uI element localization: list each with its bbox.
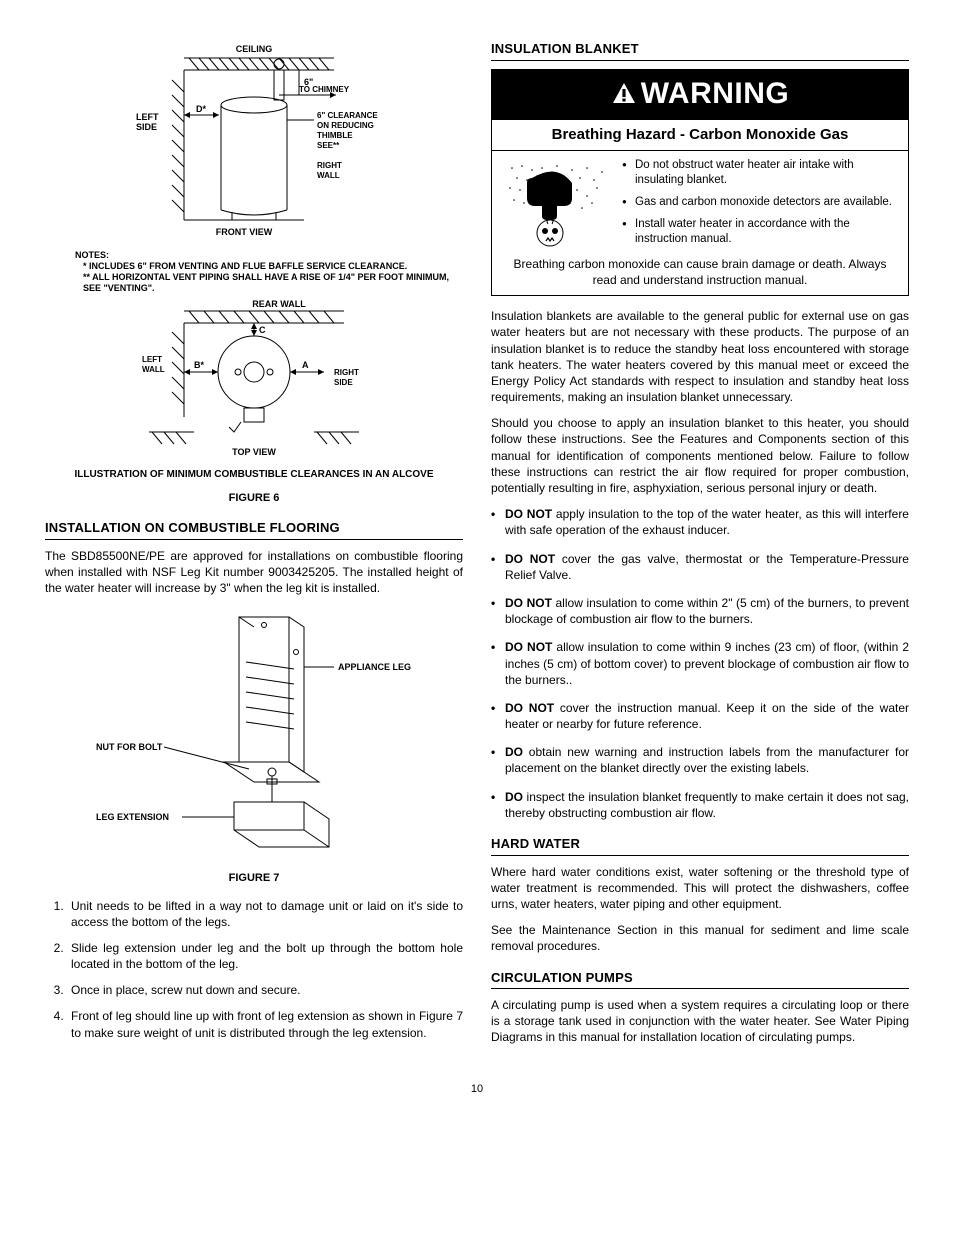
svg-text:SEE**: SEE** — [317, 141, 340, 150]
svg-text:WALL: WALL — [317, 171, 340, 180]
diagram-top-view: REAR WALL LEFT WALL — [45, 297, 463, 461]
svg-text:NUT FOR BOLT: NUT FOR BOLT — [96, 742, 163, 752]
svg-text:ON REDUCING: ON REDUCING — [317, 121, 374, 130]
svg-text:RIGHT: RIGHT — [317, 161, 342, 170]
svg-text:TOP VIEW: TOP VIEW — [232, 447, 276, 457]
step-3: Once in place, screw nut down and secure… — [67, 982, 463, 998]
svg-text:APPLIANCE LEG: APPLIANCE LEG — [338, 662, 411, 672]
figure-6-caption: FIGURE 6 — [45, 491, 463, 506]
svg-text:LEFT: LEFT — [136, 112, 159, 122]
svg-text:RIGHT: RIGHT — [334, 368, 359, 377]
notes-block: NOTES: * INCLUDES 6" FROM VENTING AND FL… — [75, 250, 453, 293]
step-1: Unit needs to be lifted in a way not to … — [67, 898, 463, 930]
leg-kit-steps: Unit needs to be lifted in a way not to … — [45, 898, 463, 1041]
notes-label: NOTES: — [75, 250, 453, 261]
note-1: * INCLUDES 6" FROM VENTING AND FLUE BAFF… — [75, 261, 453, 272]
svg-text:WALL: WALL — [142, 365, 165, 374]
left-column: CEILING 6" — [45, 40, 463, 1056]
warning-triangle-icon — [611, 81, 637, 105]
hardwater-para-1: Where hard water conditions exist, water… — [491, 864, 909, 913]
circulation-para: A circulating pump is used when a system… — [491, 997, 909, 1046]
warning-title: WARNING — [641, 77, 790, 110]
note-2: ** ALL HORIZONTAL VENT PIPING SHALL HAVE… — [75, 272, 453, 294]
svg-text:6" CLEARANCE: 6" CLEARANCE — [317, 111, 378, 120]
svg-text:TO CHIMNEY: TO CHIMNEY — [299, 85, 350, 94]
svg-text:LEG EXTENSION: LEG EXTENSION — [96, 812, 169, 822]
donot-2: DO NOT cover the gas valve, thermostat o… — [491, 551, 909, 583]
heading-combustible-flooring: INSTALLATION ON COMBUSTIBLE FLOORING — [45, 519, 463, 540]
label-ceiling: CEILING — [236, 44, 273, 54]
page-columns: CEILING 6" — [45, 40, 909, 1056]
heading-circulation-pumps: CIRCULATION PUMPS — [491, 969, 909, 990]
warning-item-3: Install water heater in accordance with … — [622, 217, 898, 247]
donot-5: DO NOT cover the instruction manual. Kee… — [491, 700, 909, 732]
svg-text:B*: B* — [194, 360, 204, 370]
diagram-front-view: CEILING 6" — [45, 40, 463, 244]
diagram-leg-extension: APPLIANCE LEG NUT FOR BOLT LEG EXTENSION — [45, 607, 463, 861]
donot-1: DO NOT apply insulation to the top of th… — [491, 506, 909, 538]
step-2: Slide leg extension under leg and the bo… — [67, 940, 463, 972]
figure-7-caption: FIGURE 7 — [45, 871, 463, 886]
warning-item-1: Do not obstruct water heater air intake … — [622, 158, 898, 188]
alcove-title: ILLUSTRATION OF MINIMUM COMBUSTIBLE CLEA… — [45, 468, 463, 481]
svg-text:LEFT: LEFT — [142, 355, 162, 364]
warning-subtitle: Breathing Hazard - Carbon Monoxide Gas — [492, 120, 908, 151]
warning-body: Do not obstruct water heater air intake … — [492, 151, 908, 254]
svg-text:REAR WALL: REAR WALL — [252, 299, 306, 309]
donot-3: DO NOT allow insulation to come within 2… — [491, 595, 909, 627]
right-column: INSULATION BLANKET WARNING Breathing Haz… — [491, 40, 909, 1056]
do-1: DO obtain new warning and instruction la… — [491, 744, 909, 776]
svg-text:THIMBLE: THIMBLE — [317, 131, 353, 140]
svg-text:D*: D* — [196, 104, 206, 114]
svg-text:A: A — [302, 360, 309, 370]
svg-text:C: C — [259, 325, 266, 335]
hardwater-para-2: See the Maintenance Section in this manu… — [491, 922, 909, 954]
donot-4: DO NOT allow insulation to come within 9… — [491, 639, 909, 688]
page-number: 10 — [45, 1082, 909, 1097]
do-2: DO inspect the insulation blanket freque… — [491, 789, 909, 821]
warning-item-2: Gas and carbon monoxide detectors are av… — [622, 195, 898, 210]
combustible-flooring-para: The SBD85500NE/PE are approved for insta… — [45, 548, 463, 597]
insulation-para-2: Should you choose to apply an insulation… — [491, 415, 909, 496]
warning-box: WARNING Breathing Hazard - Carbon Monoxi… — [491, 69, 909, 297]
heading-hard-water: HARD WATER — [491, 835, 909, 856]
donot-list: DO NOT apply insulation to the top of th… — [491, 506, 909, 821]
svg-text:FRONT VIEW: FRONT VIEW — [216, 227, 273, 237]
warning-footer: Breathing carbon monoxide can cause brai… — [492, 254, 908, 295]
co-hazard-icon — [502, 158, 612, 253]
svg-text:SIDE: SIDE — [334, 378, 353, 387]
step-4: Front of leg should line up with front o… — [67, 1008, 463, 1040]
insulation-para-1: Insulation blankets are available to the… — [491, 308, 909, 405]
heading-insulation-blanket: INSULATION BLANKET — [491, 40, 909, 61]
svg-text:SIDE: SIDE — [136, 122, 157, 132]
warning-header: WARNING — [492, 70, 908, 121]
warning-list: Do not obstruct water heater air intake … — [622, 158, 898, 254]
